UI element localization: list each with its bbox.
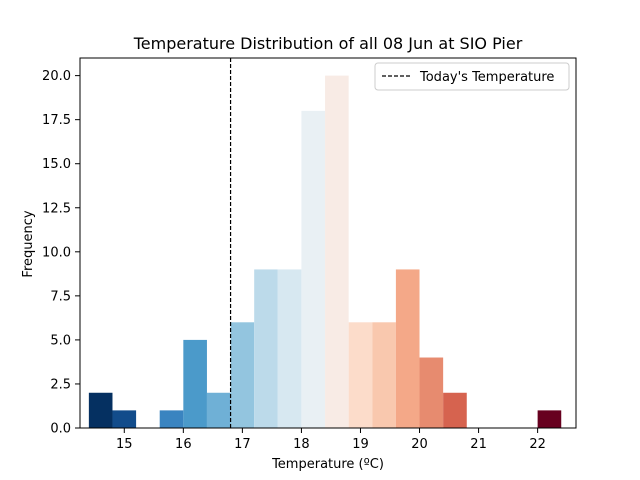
y-tick-label: 5.0 [50,333,71,348]
x-tick-label: 16 [175,437,192,452]
histogram-bar [372,322,396,428]
legend-box [374,62,570,91]
y-tick-label: 0.0 [50,422,71,437]
x-tick-label: 20 [411,437,428,452]
histogram-bar [183,339,207,428]
ticks-layer: 15 16 17 18 19 20 21 22 0.0 2.5 5.0 7.5 10.0 12.5 15.0… [42,69,546,452]
histogram-bar [159,410,184,428]
histogram-bar [301,110,326,429]
x-tick-label: 18 [293,437,310,452]
plot-frame [79,57,577,429]
y-tick-label: 10.0 [42,245,71,260]
histogram-bar [206,392,231,428]
histogram-bar [254,269,278,428]
histogram-bar [325,75,349,429]
bars-layer [88,75,562,429]
histogram-bar [348,322,373,428]
histogram-bar [277,269,302,428]
y-tick-label: 20.0 [42,69,71,84]
histogram-bar [395,269,420,428]
y-tick-label: 15.0 [42,157,71,172]
legend-label-todays-temperature: Today's Temperature [419,70,554,85]
chart-title: Temperature Distribution of all 08 Jun a… [133,34,523,53]
histogram-bar [88,392,113,428]
x-tick-label: 22 [529,437,546,452]
y-tick-label: 2.5 [50,377,71,392]
y-tick-label: 17.5 [42,113,71,128]
x-tick-label: 21 [470,437,487,452]
histogram-bar [112,410,137,428]
histogram-bar [230,322,255,428]
histogram-bar [537,410,562,428]
axes-layer [79,57,577,429]
y-tick-label: 7.5 [50,289,71,304]
x-tick-label: 17 [234,437,251,452]
y-tick-label: 12.5 [42,201,71,216]
x-tick-label: 15 [116,437,133,452]
y-axis-label: Frequency [21,210,36,277]
x-axis-label: Temperature (ºC) [271,457,384,472]
legend: Today's Temperature [374,62,570,91]
x-tick-label: 19 [352,437,369,452]
histogram-bar [443,392,467,428]
histogram-bar [419,357,444,428]
